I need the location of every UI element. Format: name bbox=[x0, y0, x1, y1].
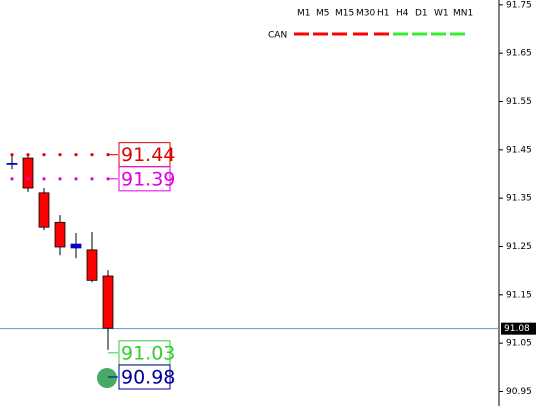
level-dot bbox=[26, 153, 30, 157]
timeframe-label: M5 bbox=[316, 9, 330, 19]
level-label: 91.39 bbox=[121, 168, 175, 190]
level-box bbox=[118, 166, 171, 192]
y-tick-label: 91.05 bbox=[506, 339, 532, 349]
timeframe-label: MN1 bbox=[453, 9, 473, 19]
level-dot bbox=[26, 177, 30, 181]
symbol-label: CAN bbox=[268, 31, 287, 41]
level-dot bbox=[10, 153, 14, 157]
level-dot bbox=[90, 153, 94, 157]
candle-body bbox=[38, 192, 50, 228]
y-tick-label: 91.35 bbox=[506, 194, 532, 204]
timeframe-label: W1 bbox=[434, 9, 449, 19]
y-tick-label: 91.65 bbox=[506, 49, 532, 59]
level-dot bbox=[42, 153, 46, 157]
candle-body bbox=[102, 275, 114, 329]
price-box bbox=[501, 322, 536, 335]
level-box bbox=[118, 142, 171, 168]
timeframe-label: D1 bbox=[415, 9, 428, 19]
price-label: 91.08 bbox=[504, 324, 530, 334]
level-dot bbox=[90, 177, 94, 181]
y-tick-label: 91.75 bbox=[506, 0, 532, 10]
timeframe-label: H4 bbox=[396, 9, 409, 19]
level-dot bbox=[74, 153, 78, 157]
level-dot bbox=[58, 153, 62, 157]
timeframe-label: M30 bbox=[356, 9, 375, 19]
y-tick-label: 91.15 bbox=[506, 290, 532, 300]
candle-body bbox=[70, 243, 82, 249]
timeframe-label: M15 bbox=[335, 9, 354, 19]
candle-body bbox=[54, 221, 66, 248]
level-dot bbox=[74, 177, 78, 181]
level-dot bbox=[10, 177, 14, 181]
timeframe-label: H1 bbox=[377, 9, 390, 19]
y-tick-label: 91.45 bbox=[506, 145, 532, 155]
level-box bbox=[118, 364, 171, 390]
y-tick-label: 91.55 bbox=[506, 97, 532, 107]
level-dot bbox=[42, 177, 46, 181]
badge bbox=[97, 368, 117, 388]
y-tick-label: 91.25 bbox=[506, 242, 532, 252]
candle-body bbox=[86, 249, 98, 281]
candle-body bbox=[6, 162, 18, 165]
level-dot bbox=[58, 177, 62, 181]
candle-body bbox=[22, 157, 34, 189]
timeframe-label: M1 bbox=[297, 9, 311, 19]
level-label: 90.98 bbox=[121, 367, 175, 389]
level-label: 91.03 bbox=[121, 342, 175, 364]
y-tick-label: 90.95 bbox=[506, 387, 532, 397]
level-label: 91.44 bbox=[121, 144, 175, 166]
